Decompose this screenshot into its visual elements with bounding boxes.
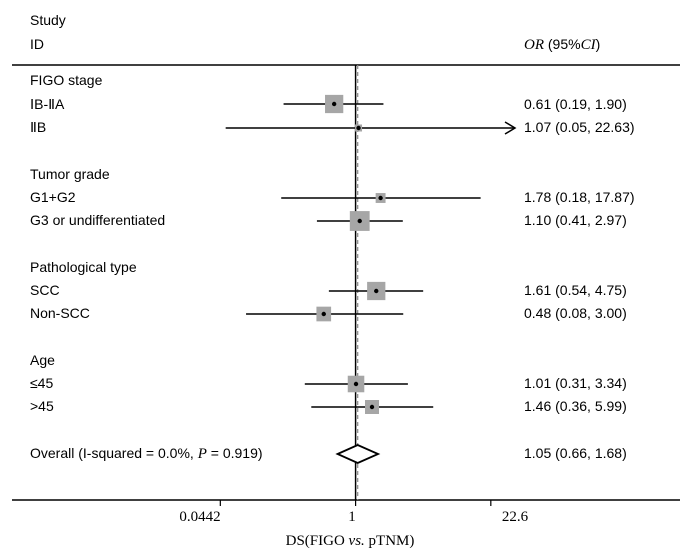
study-label: >45 <box>30 398 54 414</box>
study-estimate: 1.07 (0.05, 22.63) <box>524 119 635 135</box>
overall-label: Overall (I-squared = 0.0%, P = 0.919) <box>30 445 263 463</box>
study-label: ⅠB-ⅡA <box>30 96 65 112</box>
header-id: ID <box>30 36 44 52</box>
overall-label-pre: Overall (I-squared = 0.0%, <box>30 445 198 461</box>
study-label: Non-SCC <box>30 305 90 321</box>
ci-arrow <box>504 121 517 135</box>
header-study: Study <box>30 12 66 28</box>
x-tick-label: 1 <box>348 509 356 525</box>
point-estimate <box>378 195 383 201</box>
study-label: ⅡB <box>30 119 47 135</box>
header-ci-open: (95% <box>544 36 581 52</box>
study-label: G3 or undifferentiated <box>30 212 166 228</box>
study-label: ≤45 <box>30 375 54 391</box>
x-tick-label: 22.6 <box>501 509 529 525</box>
group-label-age: Age <box>30 352 55 368</box>
study-label: SCC <box>30 282 60 298</box>
overall-label-p: P <box>197 446 207 462</box>
study-label: G1+G2 <box>30 189 76 205</box>
overall-diamond <box>335 444 381 464</box>
x-axis-label-post: pTNM) <box>364 533 415 549</box>
study-estimate: 1.46 (0.36, 5.99) <box>524 398 627 414</box>
study-estimate: 1.61 (0.54, 4.75) <box>524 282 627 298</box>
x-axis-label-pre: DS(FIGO <box>285 533 349 549</box>
point-estimate <box>321 311 326 317</box>
study-estimate: 1.10 (0.41, 2.97) <box>524 212 627 228</box>
header-or-ci: OR (95%CI) <box>524 36 600 54</box>
x-axis-label-vs: vs. <box>348 533 365 549</box>
overall-estimate: 1.05 (0.66, 1.68) <box>524 445 627 461</box>
point-estimate <box>357 218 362 224</box>
study-estimate: 1.78 (0.18, 17.87) <box>524 189 635 205</box>
group-label-figo: FIGO stage <box>30 72 103 88</box>
study-estimate: 0.48 (0.08, 3.00) <box>524 305 627 321</box>
study-estimate: 0.61 (0.19, 1.90) <box>524 96 627 112</box>
overall-label-post: = 0.919) <box>206 445 263 461</box>
x-tick-label: 0.0442 <box>179 509 221 525</box>
point-estimate <box>331 101 337 107</box>
point-estimate <box>369 404 375 410</box>
x-axis-label: DS(FIGO vs. pTNM) <box>200 533 500 550</box>
header-or: OR <box>524 37 544 53</box>
header-ci: CI <box>580 37 596 53</box>
group-label-pathological-type: Pathological type <box>30 259 137 275</box>
point-estimate <box>374 288 379 294</box>
study-estimate: 1.01 (0.31, 3.34) <box>524 375 627 391</box>
header-ci-close: ) <box>595 36 601 52</box>
point-estimate <box>353 381 359 387</box>
point-estimate <box>356 125 361 131</box>
group-label-tumor-grade: Tumor grade <box>30 166 110 182</box>
